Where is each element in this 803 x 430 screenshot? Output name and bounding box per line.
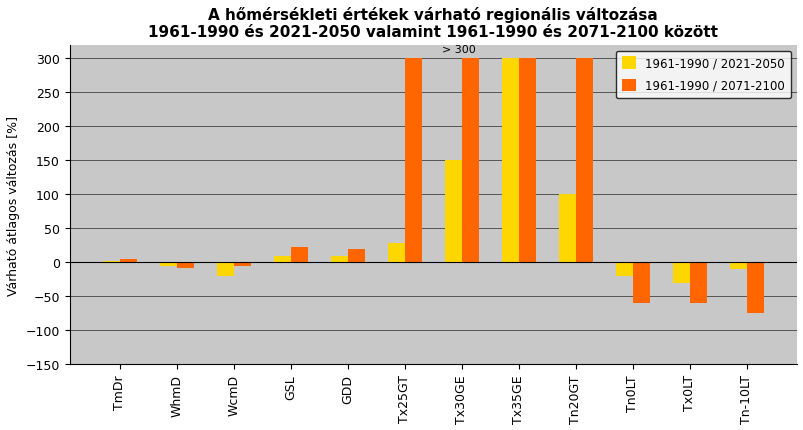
Bar xyxy=(632,263,649,304)
Title: A hőmérsékleti értékek várható regionális változása
1961-1990 és 2021-2050 valam: A hőmérsékleti értékek várható regionáli… xyxy=(148,7,717,40)
Bar xyxy=(405,59,422,263)
Bar xyxy=(387,244,405,263)
Bar xyxy=(160,263,177,266)
Bar xyxy=(217,263,234,276)
Bar xyxy=(234,263,251,266)
Bar xyxy=(177,263,194,268)
Bar xyxy=(103,261,120,263)
Bar xyxy=(746,263,763,313)
Bar xyxy=(689,263,706,304)
Bar xyxy=(729,263,746,270)
Bar xyxy=(120,259,137,263)
Bar xyxy=(575,59,593,263)
Bar xyxy=(672,263,689,283)
Bar xyxy=(558,195,575,263)
Bar xyxy=(518,59,536,263)
Bar xyxy=(348,249,365,263)
Bar xyxy=(291,248,308,263)
Text: > 300: > 300 xyxy=(442,45,475,55)
Bar xyxy=(461,59,479,263)
Bar xyxy=(615,263,632,276)
Bar xyxy=(330,256,348,263)
Bar xyxy=(501,59,518,263)
Bar xyxy=(444,161,461,263)
Legend: 1961-1990 / 2021-2050, 1961-1990 / 2071-2100: 1961-1990 / 2021-2050, 1961-1990 / 2071-… xyxy=(615,52,790,98)
Y-axis label: Várható átlagos változás [%]: Várható átlagos változás [%] xyxy=(7,115,20,295)
Bar xyxy=(273,256,291,263)
